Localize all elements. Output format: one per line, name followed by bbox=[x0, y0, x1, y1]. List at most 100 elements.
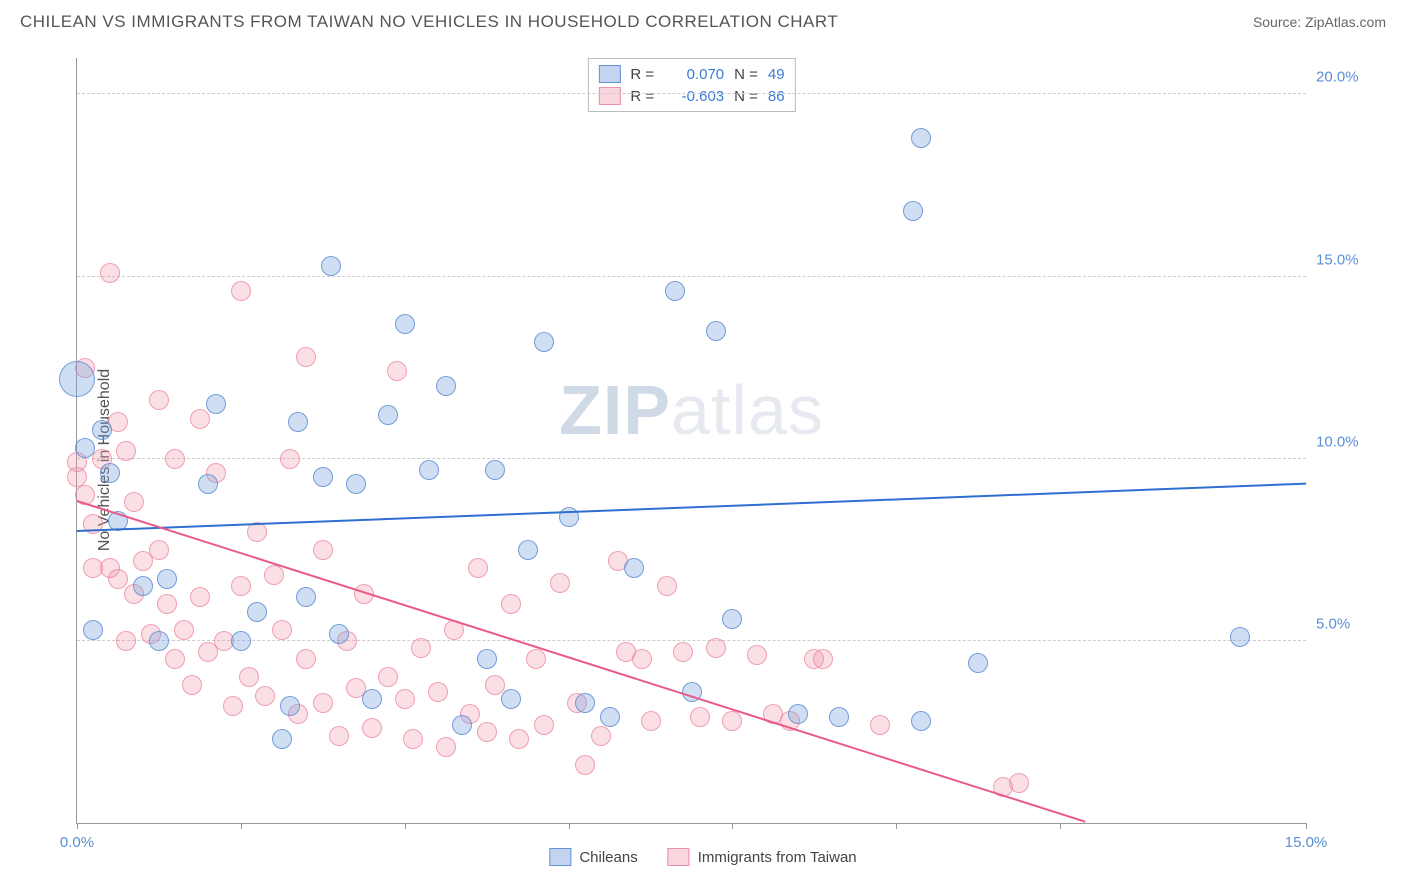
data-point-taiwan bbox=[485, 675, 505, 695]
x-tick bbox=[405, 823, 406, 829]
data-point-taiwan bbox=[526, 649, 546, 669]
data-point-taiwan bbox=[190, 587, 210, 607]
data-point-taiwan bbox=[534, 715, 554, 735]
data-point-taiwan bbox=[1009, 773, 1029, 793]
data-point-chileans bbox=[346, 474, 366, 494]
data-point-taiwan bbox=[223, 696, 243, 716]
source-prefix: Source: bbox=[1253, 14, 1305, 30]
x-tick bbox=[1306, 823, 1307, 829]
grid-line bbox=[77, 458, 1306, 459]
data-point-chileans bbox=[288, 412, 308, 432]
watermark-atlas: atlas bbox=[671, 371, 824, 449]
n-label: N = bbox=[734, 88, 758, 105]
data-point-chileans bbox=[296, 587, 316, 607]
legend-label-taiwan: Immigrants from Taiwan bbox=[698, 849, 857, 866]
data-point-chileans bbox=[624, 558, 644, 578]
x-tick bbox=[732, 823, 733, 829]
data-point-taiwan bbox=[116, 631, 136, 651]
data-point-taiwan bbox=[108, 569, 128, 589]
stats-row-chileans: R = 0.070 N = 49 bbox=[598, 63, 784, 85]
data-point-chileans bbox=[829, 707, 849, 727]
n-label: N = bbox=[734, 66, 758, 83]
data-point-taiwan bbox=[550, 573, 570, 593]
data-point-chileans bbox=[485, 460, 505, 480]
trend-line-taiwan bbox=[77, 500, 1085, 822]
x-tick-label: 15.0% bbox=[1285, 834, 1328, 851]
data-point-taiwan bbox=[722, 711, 742, 731]
data-point-taiwan bbox=[403, 729, 423, 749]
y-tick-label: 5.0% bbox=[1316, 615, 1376, 632]
data-point-taiwan bbox=[329, 726, 349, 746]
data-point-taiwan bbox=[501, 594, 521, 614]
data-point-chileans bbox=[272, 729, 292, 749]
data-point-chileans bbox=[329, 624, 349, 644]
chart-title: CHILEAN VS IMMIGRANTS FROM TAIWAN NO VEH… bbox=[20, 12, 838, 32]
data-point-chileans bbox=[788, 704, 808, 724]
data-point-chileans bbox=[59, 361, 95, 397]
data-point-taiwan bbox=[182, 675, 202, 695]
data-point-taiwan bbox=[296, 347, 316, 367]
stats-legend-box: R = 0.070 N = 49 R = -0.603 N = 86 bbox=[587, 58, 795, 112]
data-point-chileans bbox=[600, 707, 620, 727]
data-point-chileans bbox=[313, 467, 333, 487]
data-point-chileans bbox=[575, 693, 595, 713]
data-point-taiwan bbox=[157, 594, 177, 614]
data-point-taiwan bbox=[124, 492, 144, 512]
taiwan-n-value: 86 bbox=[768, 88, 785, 105]
data-point-taiwan bbox=[673, 642, 693, 662]
grid-line bbox=[77, 640, 1306, 641]
data-point-taiwan bbox=[468, 558, 488, 578]
r-label: R = bbox=[630, 66, 654, 83]
x-tick bbox=[569, 823, 570, 829]
data-point-chileans bbox=[83, 620, 103, 640]
swatch-pink-icon bbox=[668, 848, 690, 866]
data-point-chileans bbox=[903, 201, 923, 221]
trend-line-chileans bbox=[77, 482, 1306, 531]
data-point-taiwan bbox=[870, 715, 890, 735]
data-point-taiwan bbox=[657, 576, 677, 596]
x-tick bbox=[241, 823, 242, 829]
data-point-chileans bbox=[75, 438, 95, 458]
plot-area: ZIPatlas R = 0.070 N = 49 R = -0.603 N =… bbox=[76, 58, 1306, 824]
data-point-taiwan bbox=[100, 263, 120, 283]
x-tick-label: 0.0% bbox=[60, 834, 94, 851]
data-point-chileans bbox=[722, 609, 742, 629]
data-point-taiwan bbox=[231, 281, 251, 301]
data-point-chileans bbox=[198, 474, 218, 494]
watermark-zip: ZIP bbox=[559, 371, 671, 449]
data-point-chileans bbox=[378, 405, 398, 425]
data-point-chileans bbox=[911, 128, 931, 148]
data-point-taiwan bbox=[190, 409, 210, 429]
data-point-taiwan bbox=[149, 540, 169, 560]
legend-item-taiwan: Immigrants from Taiwan bbox=[668, 848, 857, 866]
chart-container: No Vehicles in Household ZIPatlas R = 0.… bbox=[20, 48, 1386, 872]
data-point-taiwan bbox=[477, 722, 497, 742]
data-point-chileans bbox=[231, 631, 251, 651]
data-point-chileans bbox=[395, 314, 415, 334]
data-point-chileans bbox=[206, 394, 226, 414]
y-tick-label: 15.0% bbox=[1316, 251, 1376, 268]
legend-label-chileans: Chileans bbox=[579, 849, 637, 866]
chart-header: CHILEAN VS IMMIGRANTS FROM TAIWAN NO VEH… bbox=[0, 0, 1406, 40]
data-point-taiwan bbox=[813, 649, 833, 669]
grid-line bbox=[77, 93, 1306, 94]
data-point-taiwan bbox=[149, 390, 169, 410]
data-point-chileans bbox=[362, 689, 382, 709]
y-tick-label: 20.0% bbox=[1316, 69, 1376, 86]
data-point-taiwan bbox=[362, 718, 382, 738]
data-point-taiwan bbox=[428, 682, 448, 702]
data-point-taiwan bbox=[165, 649, 185, 669]
data-point-taiwan bbox=[239, 667, 259, 687]
x-tick bbox=[896, 823, 897, 829]
data-point-taiwan bbox=[747, 645, 767, 665]
data-point-chileans bbox=[665, 281, 685, 301]
data-point-chileans bbox=[92, 420, 112, 440]
source-attribution: Source: ZipAtlas.com bbox=[1253, 14, 1386, 30]
swatch-blue-icon bbox=[598, 65, 620, 83]
source-name: ZipAtlas.com bbox=[1305, 14, 1386, 30]
data-point-taiwan bbox=[395, 689, 415, 709]
data-point-chileans bbox=[280, 696, 300, 716]
data-point-taiwan bbox=[231, 576, 251, 596]
data-point-taiwan bbox=[116, 441, 136, 461]
chileans-r-value: 0.070 bbox=[664, 66, 724, 83]
